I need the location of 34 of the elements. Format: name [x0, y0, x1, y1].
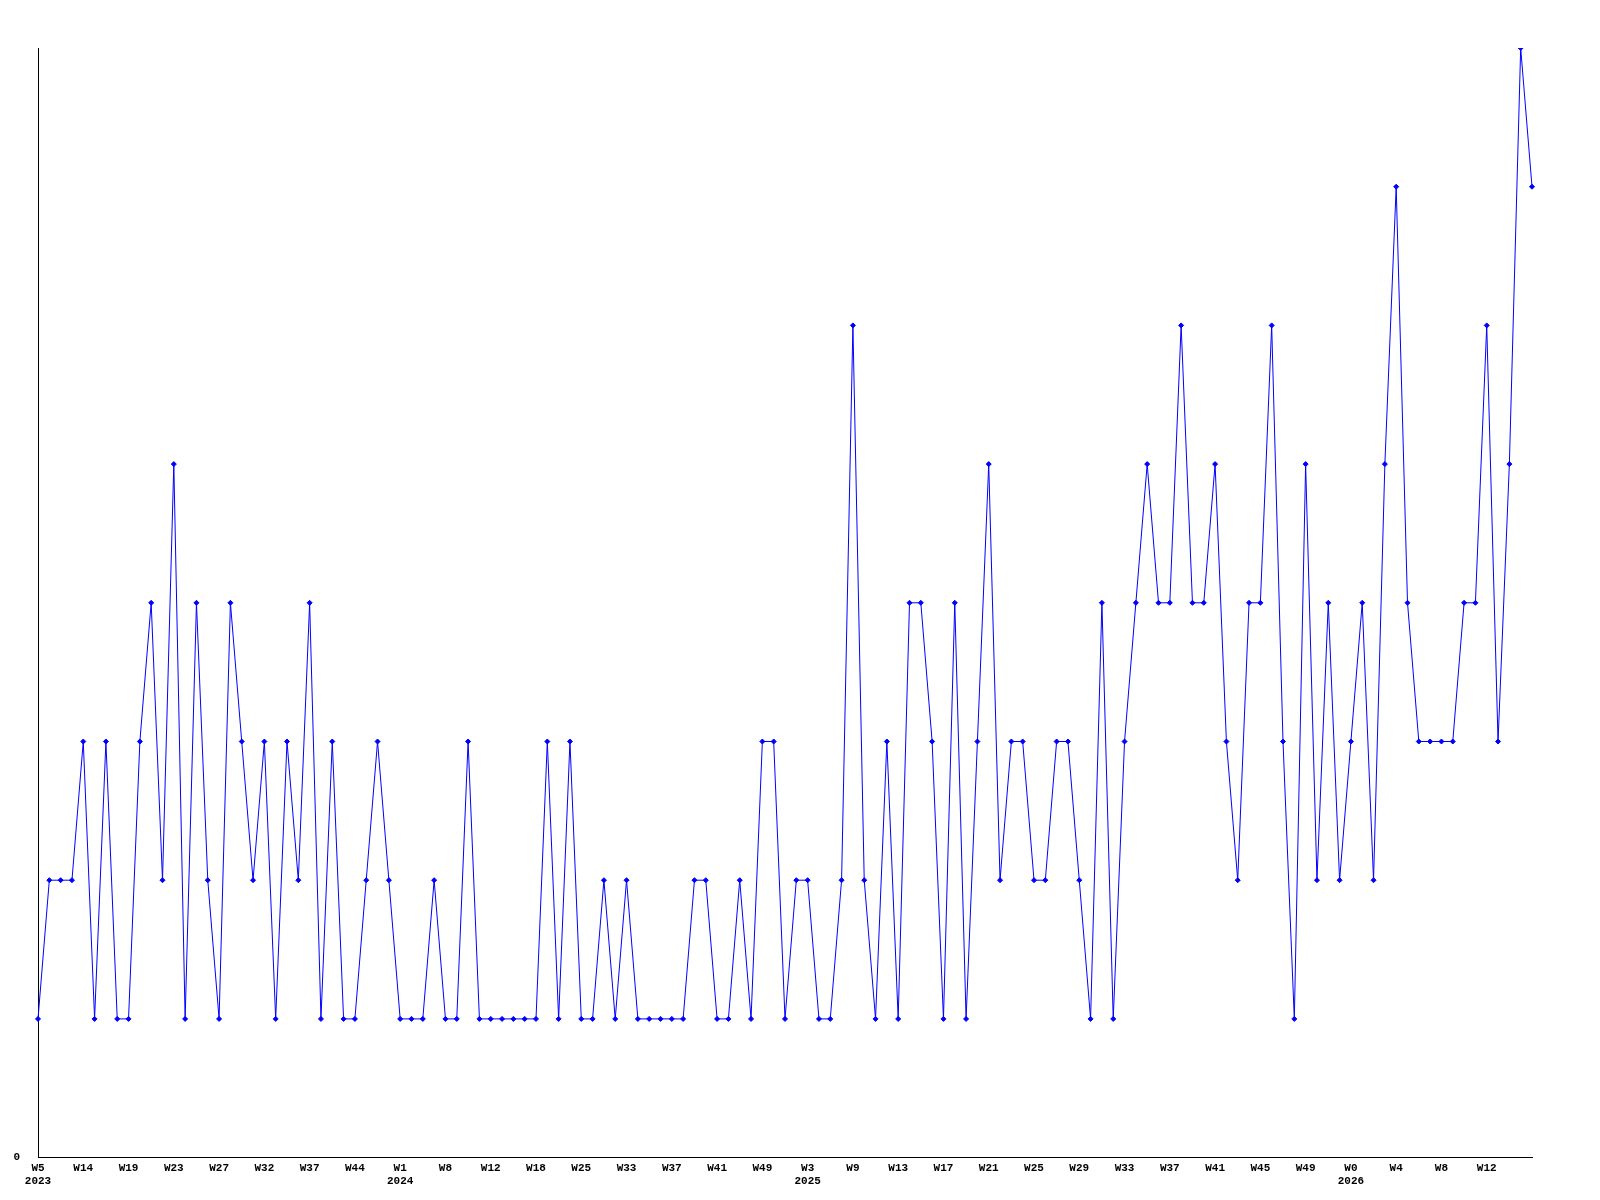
x-tick-label: W3 2025	[794, 1161, 822, 1188]
x-tick-label: W33	[616, 1161, 637, 1174]
x-tick-label: W12	[1476, 1161, 1497, 1174]
x-tick-label: W4	[1389, 1161, 1404, 1174]
x-tick-label: W29	[1069, 1161, 1090, 1174]
x-tick-label: W19	[118, 1161, 139, 1174]
x-tick-label: W27	[209, 1161, 229, 1174]
x-tick-label: W33	[1114, 1161, 1135, 1174]
text: 0	[13, 1151, 20, 1164]
x-tick-label: W25	[571, 1161, 592, 1174]
x-tick-label: W9	[846, 1161, 860, 1174]
x-tick-label: W37	[1159, 1161, 1180, 1174]
x-tick-label: W8	[1434, 1161, 1449, 1174]
x-tick-label: W12	[480, 1161, 501, 1174]
x-tick-label: W37	[299, 1161, 320, 1174]
x-tick-label: W49	[1295, 1161, 1316, 1174]
x-tick-label: W14	[73, 1161, 94, 1174]
x-tick-label: W1 2024	[386, 1161, 414, 1188]
x-tick-label: W18	[526, 1161, 547, 1174]
x-tick-label: W41	[707, 1161, 728, 1174]
x-tick-label: W23	[163, 1161, 185, 1174]
x-tick-label: W17	[933, 1161, 954, 1174]
x-tick-label: W21	[978, 1161, 1000, 1174]
x-tick-label: W25	[1024, 1161, 1045, 1174]
x-tick-label: W44	[345, 1161, 366, 1174]
x-tick-label: W5 2023	[24, 1161, 52, 1188]
x-tick-label: W13	[888, 1161, 909, 1174]
x-tick-label: W49	[752, 1161, 773, 1174]
x-tick-label: W8	[438, 1161, 453, 1174]
x-tick-label: W45	[1250, 1161, 1271, 1174]
x-tick-label: W41	[1205, 1161, 1226, 1174]
x-tick-label: W37	[661, 1161, 682, 1174]
x-tick-label: W0 2026	[1337, 1161, 1365, 1188]
x-tick-label: W32	[254, 1161, 275, 1174]
